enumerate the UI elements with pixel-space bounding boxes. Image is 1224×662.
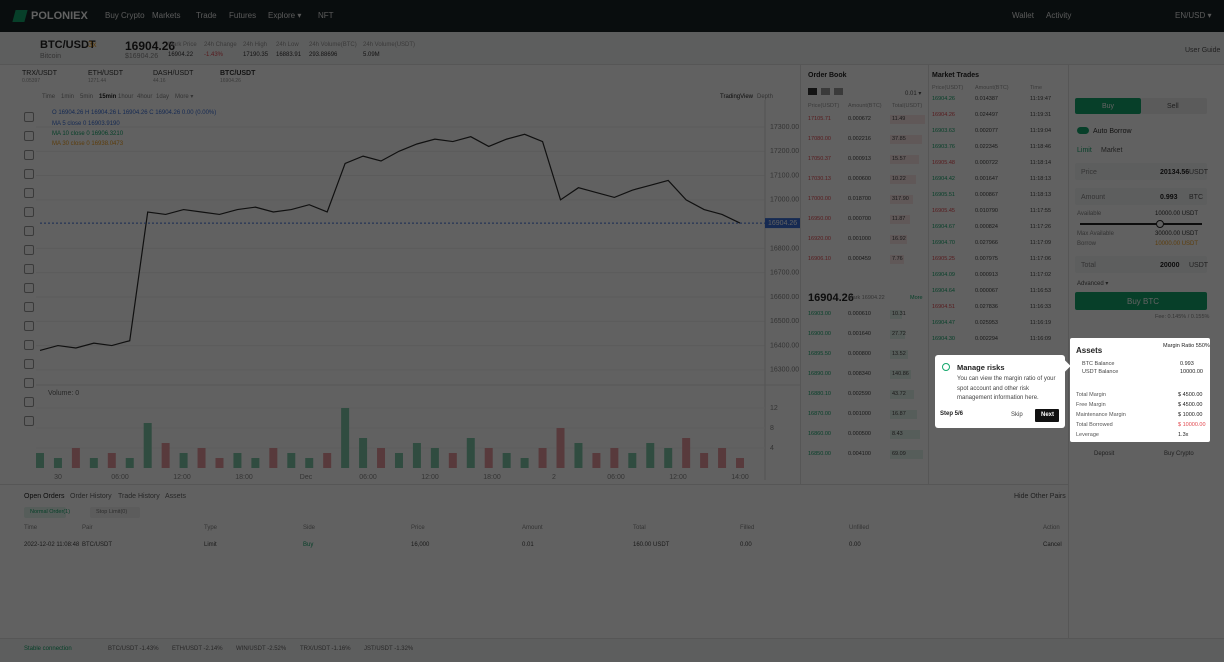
asset-value: $ 4500.00 (1178, 402, 1203, 408)
tooltip-title: Manage risks (957, 363, 1005, 372)
next-button[interactable] (1035, 409, 1059, 422)
tooltip-next[interactable]: Next (1041, 412, 1055, 418)
asset-label: Leverage (1076, 432, 1099, 438)
asset-label: Maintenance Margin (1076, 412, 1126, 418)
balance-value: 10000.00 (1180, 369, 1203, 375)
margin-ratio: Margin Ratio 550% (1163, 343, 1210, 349)
tooltip-icon (942, 363, 950, 371)
asset-label: Total Borrowed (1076, 422, 1113, 428)
asset-value: $ 10000.00 (1178, 422, 1206, 428)
balance-value: 0.993 (1180, 361, 1194, 367)
assets-panel (1070, 338, 1210, 442)
tooltip-skip[interactable]: Skip (1011, 412, 1023, 418)
asset-label: Free Margin (1076, 402, 1106, 408)
asset-value: $ 4500.00 (1178, 392, 1203, 398)
asset-label: Total Margin (1076, 392, 1106, 398)
tooltip-body: You can view the margin ratio of your sp… (957, 376, 1056, 401)
asset-value: $ 1000.00 (1178, 412, 1203, 418)
balance-label: BTC Balance (1082, 361, 1115, 367)
balance-label: USDT Balance (1082, 369, 1119, 375)
asset-value: 1.3x (1178, 432, 1189, 438)
assets-title: Assets (1076, 346, 1103, 355)
tooltip-step: Step 5/6 (940, 411, 964, 417)
